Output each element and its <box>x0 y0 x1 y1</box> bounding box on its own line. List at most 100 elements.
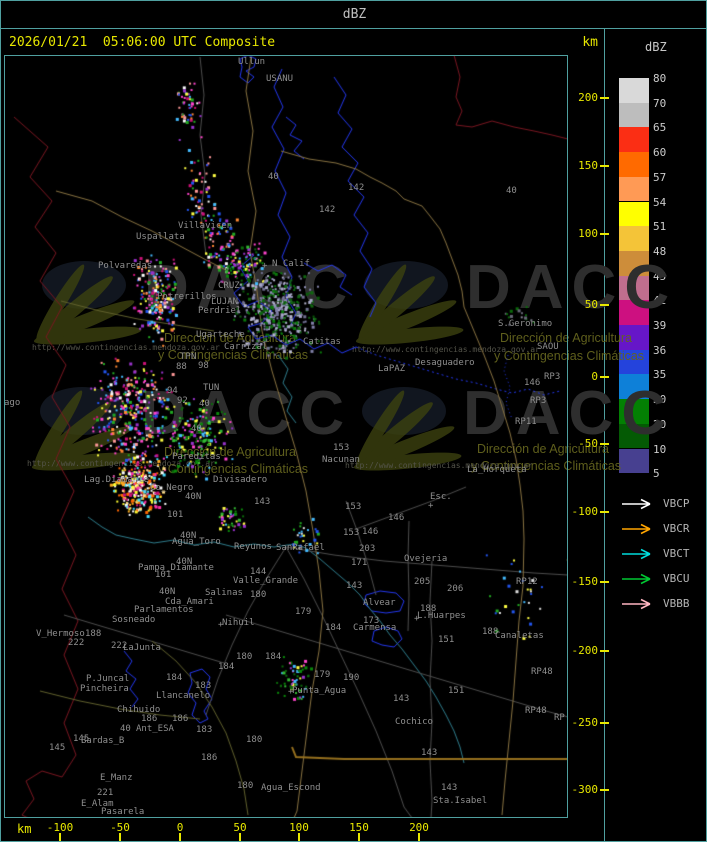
map-place-label: Ovejeria <box>404 554 448 564</box>
map-place-label: 143 <box>393 694 410 704</box>
map-place-label: 186 <box>172 714 189 724</box>
map-place-label: Punta_Agua <box>292 686 347 696</box>
map-place-label: + <box>414 614 420 624</box>
scale-block <box>619 78 649 103</box>
x-axis-tick-label: -100 <box>46 821 74 834</box>
map-place-label: RP12 <box>516 577 538 587</box>
map-place-label: 188 <box>482 627 499 637</box>
map-place-label: 40 <box>120 724 131 734</box>
map-place-label: 183 <box>196 725 213 735</box>
map-place-label: 40 <box>191 424 202 434</box>
map-place-label: 153 <box>343 528 360 538</box>
map-place-label: RP3 <box>530 396 547 406</box>
x-axis-tick <box>239 833 241 841</box>
map-place-label: Salinas <box>205 588 243 598</box>
map-place-label: 184 <box>218 662 235 672</box>
map-place-label: RP3 <box>544 372 561 382</box>
map-place-label: 146 <box>362 527 379 537</box>
map-place-label: TUN <box>203 383 220 393</box>
scale-block <box>619 300 649 325</box>
scale-value-label: 80 <box>653 72 667 85</box>
map-place-label: ago <box>4 398 21 408</box>
map-place-label: 180 <box>250 590 267 600</box>
scale-value-label: 48 <box>653 244 667 258</box>
map-place-label: RP11 <box>515 417 537 427</box>
map-place-label: Chihuido <box>117 705 161 715</box>
x-axis-tick-label: 50 <box>233 821 247 834</box>
map-place-label: Agua_Toro <box>172 537 221 547</box>
scale-value-label: 5 <box>653 467 660 481</box>
scale-value-label: 51 <box>653 220 667 234</box>
map-place-label: 40N <box>185 492 202 502</box>
scale-block <box>619 325 649 350</box>
map-place-label: V_Hermoso <box>36 629 85 639</box>
vector-legend-row: VBCP <box>621 497 690 510</box>
map-place-label: RP <box>554 713 565 723</box>
map-place-label: Sta.Isabel <box>433 796 488 806</box>
map-place-label: 184 <box>325 623 342 633</box>
map-place-label: + <box>262 261 268 271</box>
y-axis-unit-label: km <box>582 35 598 50</box>
map-place-label: Reyunos <box>234 542 272 552</box>
map-place-label: Uspallata <box>136 232 185 242</box>
map-place-label: Polvaredas <box>98 261 153 271</box>
map-place-label: 173 <box>363 616 380 626</box>
x-axis-tick <box>179 833 181 841</box>
x-axis-tick <box>59 833 61 841</box>
map-place-label: Ugarteche <box>196 330 245 340</box>
map-place-label: 143 <box>346 581 363 591</box>
map-place-label: Nacunan <box>322 455 360 465</box>
scale-block <box>619 152 649 177</box>
radar-map-canvas <box>4 55 568 818</box>
x-axis-tick <box>119 833 121 841</box>
map-place-label: 222 <box>68 638 85 648</box>
scale-value-label: 57 <box>653 170 667 184</box>
scale-value-label: 54 <box>653 195 667 209</box>
map-place-label: 184 <box>265 652 282 662</box>
map-place-label: Llancanelo <box>156 691 211 701</box>
map-place-label: Carmensa <box>353 623 397 633</box>
scale-title: dBZ <box>645 40 667 54</box>
map-place-label: Cochico <box>395 717 433 727</box>
map-place-label: 146 <box>524 378 541 388</box>
map-place-label: 180 <box>246 735 263 745</box>
scale-value-label: 20 <box>653 417 667 431</box>
x-axis-tick-label: -50 <box>110 821 130 834</box>
map-place-label: Agua_Escond <box>261 783 321 793</box>
scale-value-label: 42 <box>653 294 667 308</box>
map-place-label: E_Manz <box>100 773 133 783</box>
scale-block <box>619 250 649 276</box>
map-place-label: + <box>218 620 224 630</box>
x-axis-tick-label: 100 <box>289 821 309 834</box>
map-place-label: Desaguadero <box>415 358 475 368</box>
vector-label: VBCP <box>663 497 690 510</box>
map-place-label: 188 <box>85 629 102 639</box>
map-place-label: + <box>428 501 434 511</box>
map-place-label: TPN <box>180 352 197 362</box>
map-place-label: Nihuil <box>222 618 255 628</box>
vector-arrow-icon <box>622 523 651 534</box>
map-place-label: 145 <box>73 734 90 744</box>
map-place-label: 143 <box>254 497 271 507</box>
scale-block <box>619 226 649 251</box>
vector-legend-row: VBCU <box>621 572 690 585</box>
x-axis-tick <box>298 833 300 841</box>
scale-value-label: 65 <box>653 121 667 135</box>
map-place-label: P.Juncal <box>86 674 130 684</box>
map-place-label: 101 <box>167 510 184 520</box>
map-place-label: 98 <box>198 361 209 371</box>
vector-arrow-icon <box>622 573 651 584</box>
x-axis-tick <box>418 833 420 841</box>
x-axis-tick-label: 150 <box>349 821 369 834</box>
map-place-label: 143 <box>421 748 438 758</box>
header-bar: 2026/01/21 05:06:00 UTC Composite km <box>1 29 604 55</box>
map-labels-layer: Ullun USANU 40 40 142 142 Villavicen Uspallata N… <box>4 55 568 818</box>
scale-value-label: 30 <box>653 393 667 407</box>
map-place-label: Ant_ESA <box>136 724 174 734</box>
map-place-label: SanRafael <box>276 543 325 553</box>
map-place-label: La_Horqueta <box>467 465 527 475</box>
map-place-label: 183 <box>195 681 212 691</box>
legend-panel: dBZ 80 70 65 60 57 54 51 48 45 42 39 36 35 30 20 10 5 VB… <box>604 29 706 841</box>
map-place-label: RP48 <box>525 706 547 716</box>
map-place-label: 179 <box>295 607 312 617</box>
